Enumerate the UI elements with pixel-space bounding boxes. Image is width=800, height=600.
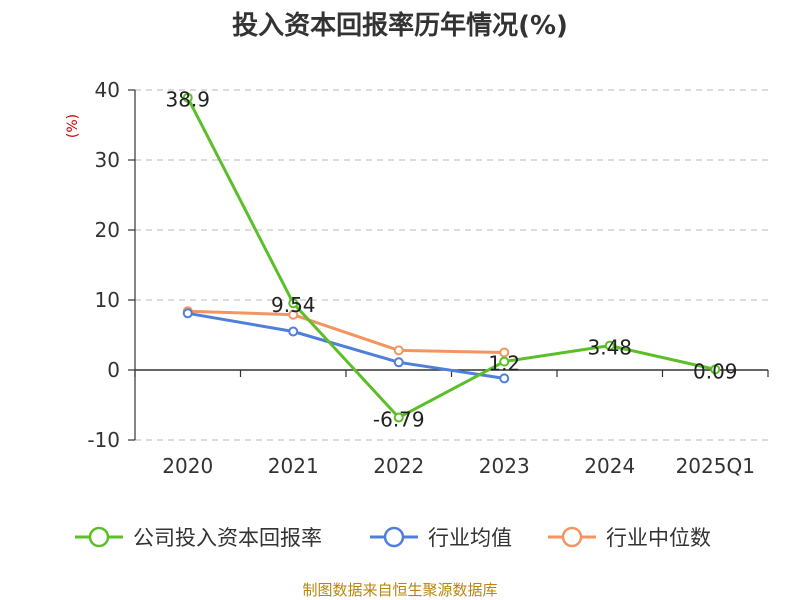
- data-point: [182, 92, 193, 103]
- series-line: [186, 96, 717, 420]
- x-tick-label: 2020: [162, 454, 213, 478]
- axes: -10 0 10 20 30 40 2020 2021 2022 2023 2024 2025Q1: [87, 78, 769, 478]
- legend-label: 行业均值: [428, 526, 512, 550]
- y-axis-unit: (%): [65, 114, 81, 138]
- data-point: [393, 412, 404, 423]
- data-label: 0.09: [693, 359, 738, 383]
- x-tick-label: 2021: [268, 454, 319, 478]
- gridlines: [135, 89, 768, 441]
- chart-title: 投入资本回报率历年情况(%): [232, 10, 568, 41]
- series-line: [186, 311, 506, 380]
- y-tick-label: 30: [95, 148, 120, 172]
- data-point: [604, 340, 615, 351]
- legend: 公司投入资本回报率 行业均值 行业中位数: [75, 526, 711, 550]
- legend-marker: [88, 526, 110, 548]
- legend-marker: [383, 526, 405, 548]
- y-tick-label: -10: [87, 428, 120, 452]
- data-label: 3.48: [587, 336, 632, 360]
- data-point: [288, 309, 299, 320]
- series-lines: [182, 92, 721, 423]
- x-tick-label: 2022: [373, 454, 424, 478]
- data-labels: 38.9 9.54 -6.79 1.2 3.48 0.09: [165, 88, 737, 432]
- data-label: 38.9: [165, 88, 210, 112]
- y-tick-label: 0: [107, 358, 120, 382]
- y-tick-label: 10: [95, 288, 120, 312]
- legend-item: 公司投入资本回报率: [75, 526, 322, 550]
- legend-item: 行业均值: [370, 526, 512, 550]
- data-point: [499, 356, 510, 367]
- legend-label: 行业中位数: [606, 526, 711, 550]
- x-tick-label: 2024: [584, 454, 635, 478]
- legend-item: 行业中位数: [548, 526, 711, 550]
- series-line: [186, 309, 506, 354]
- y-tick-label: 40: [95, 78, 120, 102]
- x-tick-label: 2025Q1: [676, 454, 755, 478]
- data-point: [710, 364, 721, 375]
- data-point: [288, 326, 299, 337]
- data-point: [393, 345, 404, 356]
- data-point: [182, 308, 193, 319]
- data-label: 9.54: [271, 293, 316, 317]
- x-tick-label: 2023: [479, 454, 530, 478]
- data-point: [499, 373, 510, 384]
- data-label: -6.79: [373, 408, 425, 432]
- data-point: [393, 357, 404, 368]
- data-point: [288, 298, 299, 309]
- data-point: [499, 347, 510, 358]
- data-label: 1.2: [488, 352, 520, 376]
- legend-marker: [561, 526, 583, 548]
- legend-label: 公司投入资本回报率: [133, 526, 322, 550]
- y-tick-label: 20: [95, 218, 120, 242]
- source-note: 制图数据来自恒生聚源数据库: [302, 581, 497, 599]
